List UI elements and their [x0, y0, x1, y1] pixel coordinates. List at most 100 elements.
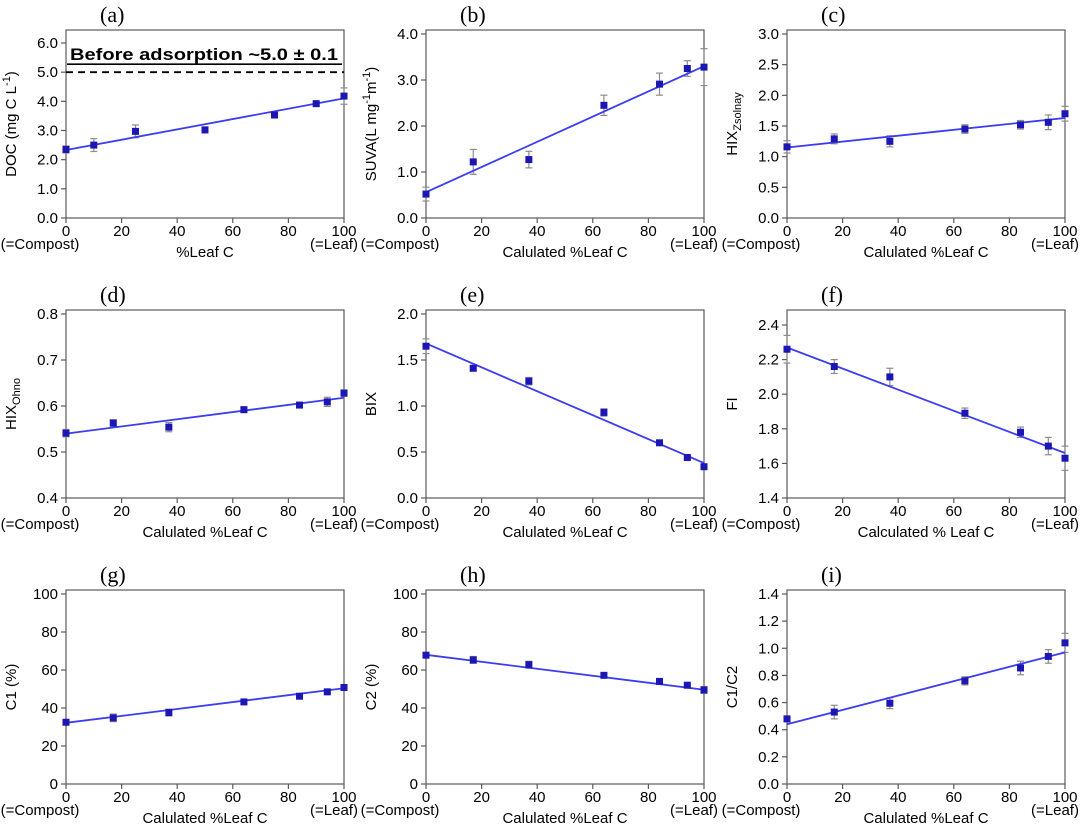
data-point-marker: [240, 698, 248, 706]
x-tick-label: 0: [783, 789, 791, 806]
data-point-marker: [312, 100, 320, 108]
data-point-marker: [683, 65, 691, 72]
leaf-note: (=Leaf): [670, 236, 718, 253]
chart-svg: 0.0 1.0 2.0 3.0 4.0 5.0 6.0 0 20 40 60 80 100 (=Compo…: [1, 2, 358, 261]
data-point-marker: [1044, 652, 1052, 660]
chart-panel-f: 1.4 1.6 1.8 2.0 2.2 2.4 0 20 40 60 80 100 (=Compost)…: [720, 280, 1082, 560]
data-point-marker: [1017, 121, 1025, 129]
panel-letter: (c): [821, 2, 845, 27]
y-tick-label: 0.5: [758, 179, 779, 196]
data-point-marker: [469, 656, 477, 664]
x-tick-label: 60: [584, 789, 601, 806]
x-tick-label: 40: [529, 223, 546, 240]
data-point-marker: [656, 677, 664, 685]
chart-panel-e: 0.0 0.5 1.0 1.5 2.0 0 20 40 60 80 100 (=Compost) (=L…: [360, 280, 720, 560]
plot-border: [65, 309, 345, 499]
x-tick-label: 60: [584, 223, 601, 240]
x-tick-label: 60: [224, 223, 241, 240]
data-point-marker: [132, 127, 139, 135]
x-axis-label: Calulated %Leaf C: [502, 524, 627, 541]
x-axis-label: Calulated %Leaf C: [863, 810, 988, 827]
data-point-marker: [961, 409, 969, 417]
y-tick-label: 4.0: [397, 26, 418, 43]
y-tick-label: 2.0: [758, 386, 779, 403]
y-axis-label: DOC (mg C L-1): [1, 71, 20, 177]
chart-svg: 0.4 0.5 0.6 0.7 0.8 0 20 40 60 80 100 (=Compost) (=L…: [1, 282, 358, 541]
x-axis-label: Calulated %Leaf C: [142, 524, 267, 541]
y-tick-label: 0.0: [397, 210, 418, 227]
y-tick-label: 0.2: [758, 749, 779, 766]
data-point-marker: [422, 651, 430, 659]
x-tick-label: 100: [331, 503, 356, 520]
x-tick-label: 100: [331, 789, 356, 806]
x-tick-label: 20: [834, 223, 851, 240]
y-tick-label: 1.0: [397, 398, 418, 415]
y-axis-label: C1 (%): [3, 664, 20, 711]
x-tick-label: 80: [640, 503, 657, 520]
plot-border: [65, 29, 345, 219]
data-point-marker: [62, 718, 70, 726]
data-point-marker: [656, 80, 664, 88]
data-point-marker: [109, 714, 117, 722]
y-tick-label: 80: [401, 624, 418, 641]
y-tick-label: 20: [41, 738, 58, 755]
chart-svg: 0.0 1.0 2.0 3.0 4.0 0 20 40 60 80 100 (=Compost) (=L…: [361, 2, 718, 261]
data-point-marker: [700, 63, 708, 71]
x-tick-label: 100: [1052, 503, 1077, 520]
chart-panel-i: 0.0 0.2 0.4 0.6 0.8 1.0 1.2 1.4 0 20 40 60 80 100 (=Co…: [720, 560, 1082, 836]
y-axis-label: HIXZsolnay: [724, 92, 744, 156]
y-axis-label: C2 (%): [363, 664, 380, 711]
y-tick-label: 100: [33, 586, 58, 603]
y-tick-label: 80: [41, 624, 58, 641]
y-tick-label: 1.4: [758, 490, 779, 507]
leaf-note: (=Leaf): [670, 802, 718, 819]
x-tick-label: 80: [1001, 223, 1018, 240]
x-axis-label: Calulated %Leaf C: [502, 810, 627, 827]
chart-svg: 0.0 0.5 1.0 1.5 2.0 2.5 3.0 0 20 40 60 80 100 (=Compo…: [722, 2, 1079, 261]
data-point-marker: [783, 345, 791, 353]
x-tick-label: 0: [62, 223, 70, 240]
x-tick-label: 100: [691, 789, 716, 806]
x-tick-label: 0: [783, 503, 791, 520]
y-axis-label: SUVA(L mg-1m-1): [361, 67, 380, 182]
y-tick-label: 60: [401, 662, 418, 679]
y-tick-label: 100: [393, 586, 418, 603]
x-tick-label: 80: [1001, 503, 1018, 520]
data-point-marker: [323, 398, 331, 406]
x-tick-label: 40: [529, 789, 546, 806]
y-tick-label: 1.0: [758, 149, 779, 166]
data-point-marker: [525, 377, 533, 385]
y-tick-label: 5.0: [37, 64, 58, 81]
y-tick-label: 1.0: [758, 640, 779, 657]
data-point-marker: [296, 692, 304, 700]
x-tick-label: 80: [640, 223, 657, 240]
data-point-marker: [1061, 110, 1069, 118]
compost-note: (=Compost): [361, 236, 440, 253]
x-tick-label: 80: [280, 223, 297, 240]
chart-panel-g: 0 20 40 60 80 100 0 20 40 60 80 100 (=Compost) (=Leaf…: [0, 560, 360, 836]
compost-note: (=Compost): [1, 236, 80, 253]
x-axis-label: Calculated % Leaf C: [858, 524, 995, 541]
before-adsorption-text: Before adsorption ~5.0 ± 0.1: [70, 45, 338, 64]
data-point-marker: [830, 135, 838, 143]
x-tick-label: 20: [473, 503, 490, 520]
chart-panel-a: 0.0 1.0 2.0 3.0 4.0 5.0 6.0 0 20 40 60 80 100 (=Compo…: [0, 0, 360, 280]
x-tick-label: 100: [691, 503, 716, 520]
data-point-marker: [271, 111, 278, 119]
y-tick-label: 2.4: [758, 317, 779, 334]
x-tick-label: 0: [62, 789, 70, 806]
x-tick-label: 0: [783, 223, 791, 240]
data-point-marker: [1061, 639, 1069, 647]
y-tick-label: 0: [410, 776, 418, 793]
panel-letter: (b): [460, 2, 486, 27]
data-point-marker: [1017, 428, 1025, 436]
data-point-marker: [1044, 118, 1052, 126]
data-point-marker: [240, 406, 248, 414]
data-point-marker: [1017, 664, 1025, 672]
y-tick-label: 0.8: [758, 667, 779, 684]
x-tick-label: 100: [1052, 223, 1077, 240]
chart-panel-c: 0.0 0.5 1.0 1.5 2.0 2.5 3.0 0 20 40 60 80 100 (=Compo…: [720, 0, 1082, 280]
x-tick-label: 20: [113, 223, 130, 240]
data-point-marker: [340, 389, 348, 397]
